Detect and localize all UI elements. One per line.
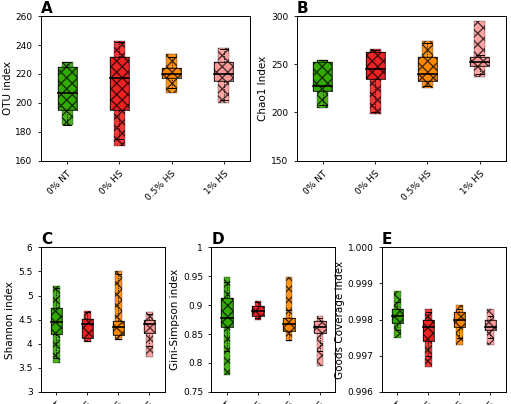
Polygon shape [418, 57, 437, 81]
Polygon shape [144, 320, 155, 333]
Text: B: B [296, 1, 308, 16]
Polygon shape [82, 319, 93, 338]
Polygon shape [317, 316, 323, 366]
Y-axis label: OTU index: OTU index [3, 61, 12, 116]
Polygon shape [254, 301, 261, 320]
Polygon shape [115, 271, 122, 340]
Polygon shape [58, 67, 77, 110]
Polygon shape [470, 57, 489, 66]
Polygon shape [113, 321, 124, 335]
Polygon shape [51, 307, 62, 334]
Polygon shape [422, 41, 433, 88]
Polygon shape [423, 320, 434, 341]
Polygon shape [365, 52, 385, 79]
Polygon shape [114, 41, 125, 146]
Polygon shape [392, 309, 403, 323]
Polygon shape [283, 318, 294, 331]
Y-axis label: Chao1 Index: Chao1 Index [258, 56, 268, 121]
Polygon shape [84, 311, 90, 342]
Y-axis label: Shannon index: Shannon index [6, 281, 15, 358]
Polygon shape [252, 306, 264, 316]
Polygon shape [454, 312, 465, 327]
Polygon shape [219, 48, 229, 103]
Polygon shape [53, 286, 60, 363]
Polygon shape [166, 54, 177, 93]
Text: C: C [41, 232, 52, 247]
Polygon shape [61, 62, 73, 124]
Text: A: A [41, 1, 53, 16]
Polygon shape [221, 298, 233, 327]
Polygon shape [487, 309, 494, 345]
Text: E: E [382, 232, 392, 247]
Polygon shape [394, 291, 401, 338]
Y-axis label: Goods Coverage index: Goods Coverage index [335, 261, 345, 379]
Polygon shape [110, 57, 129, 110]
Polygon shape [317, 59, 328, 108]
Text: D: D [212, 232, 224, 247]
Polygon shape [215, 62, 234, 81]
Polygon shape [314, 321, 326, 333]
Polygon shape [162, 68, 181, 78]
Polygon shape [425, 309, 432, 366]
Polygon shape [286, 278, 292, 341]
Polygon shape [369, 49, 381, 114]
Polygon shape [474, 21, 485, 77]
Polygon shape [485, 320, 496, 330]
Polygon shape [146, 312, 153, 357]
Y-axis label: Gini-Simpson index: Gini-Simpson index [170, 269, 180, 370]
Polygon shape [313, 62, 332, 91]
Polygon shape [224, 278, 230, 375]
Polygon shape [456, 305, 462, 345]
